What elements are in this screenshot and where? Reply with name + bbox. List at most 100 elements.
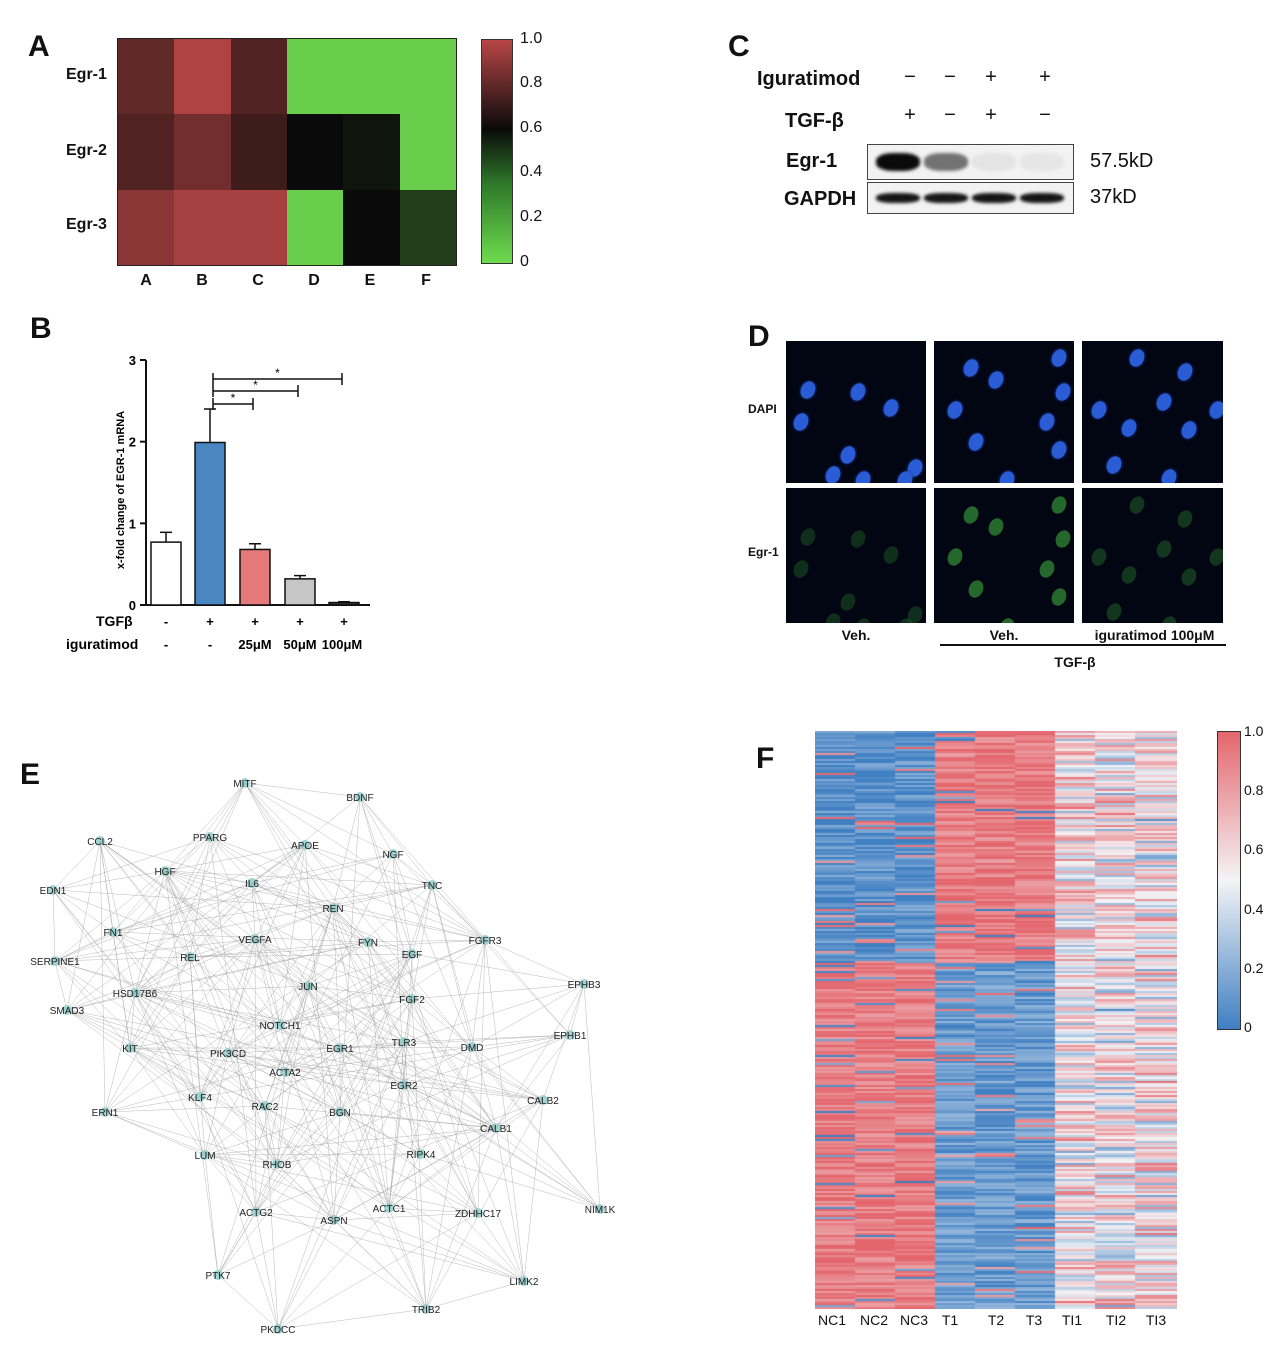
network-edge	[471, 1046, 601, 1210]
network-edge	[54, 960, 68, 1011]
network-edge	[332, 907, 390, 1209]
panel-b-bar-chart: 0 1 2 3 x-fold change of EGR-1 mRNA * * * TGFβ ig…	[66, 353, 370, 652]
network-node-label: RIPK4	[407, 1150, 436, 1161]
network-node	[399, 1037, 409, 1047]
heatmap-f-col-label: TI1	[1061, 1312, 1083, 1328]
y-tick-label: 1	[129, 516, 136, 531]
network-edge	[279, 844, 306, 1026]
network-edge	[367, 941, 413, 955]
network-edge	[251, 882, 256, 940]
network-edge	[129, 1047, 266, 1107]
x-tick-label: 25μM	[238, 637, 271, 652]
network-edge	[217, 1211, 257, 1276]
network-edge	[164, 870, 219, 1276]
network-edge	[112, 882, 253, 933]
network-edge	[431, 884, 473, 1048]
panel-label-a: A	[28, 30, 50, 63]
network-edge	[134, 882, 253, 994]
egr1-image	[786, 488, 926, 623]
network-edge	[54, 956, 191, 962]
nucleus	[1206, 545, 1223, 569]
network-edge	[52, 836, 211, 891]
network-node-label: RAC2	[252, 1102, 279, 1113]
network-edge	[254, 938, 405, 1043]
nucleus	[1153, 537, 1175, 561]
network-edge	[251, 882, 281, 1026]
network-edge	[104, 1111, 278, 1165]
network-edge	[254, 938, 341, 1049]
network-edge	[388, 939, 486, 1209]
nucleus	[996, 615, 1018, 623]
blot-treatment-label: Iguratimod	[757, 68, 861, 90]
heatmap-cell	[174, 39, 232, 115]
egr1-image	[934, 488, 1074, 623]
network-edge	[104, 1111, 525, 1282]
network-edge	[129, 998, 413, 1049]
network-edge	[164, 870, 278, 1165]
network-node	[300, 840, 310, 850]
network-edge	[367, 941, 497, 1129]
nucleus	[960, 503, 982, 527]
network-node-label: PPARG	[193, 833, 227, 844]
network-edge	[199, 985, 309, 1098]
network-edge	[204, 1153, 422, 1156]
network-edge	[307, 884, 433, 987]
network-edge	[189, 953, 413, 958]
network-node	[427, 880, 437, 890]
heatmap-cell	[343, 189, 401, 266]
network-edge	[54, 884, 433, 962]
blot-band	[876, 153, 920, 171]
blot-sign: +	[985, 66, 997, 88]
network-edge	[542, 983, 585, 1101]
blot-size-label: 37kD	[1090, 186, 1137, 208]
network-node-label: FN1	[104, 928, 123, 939]
nucleus	[1036, 557, 1058, 581]
network-edge	[495, 1034, 571, 1129]
network-edge	[254, 938, 341, 1113]
network-edge	[411, 998, 525, 1282]
network-edge	[388, 1207, 479, 1214]
heatmap-cell	[230, 39, 288, 115]
network-edge	[339, 1111, 497, 1129]
nucleus	[1158, 466, 1180, 483]
network-edge	[54, 882, 253, 962]
blot-band	[924, 153, 968, 171]
heatmap-col-label: F	[421, 272, 431, 289]
network-node-label: HSD17B6	[113, 989, 158, 1000]
blot-band	[972, 153, 1016, 171]
nucleus	[1048, 585, 1070, 609]
network-node-label: VEGFA	[238, 935, 272, 946]
network-edge	[307, 985, 405, 1043]
network-edge	[254, 938, 413, 1000]
network-edge	[164, 870, 191, 958]
heatmap-cell	[118, 189, 175, 266]
network-edge	[284, 853, 394, 1073]
network-edge	[134, 836, 211, 994]
network-node-label: LIMK2	[510, 1277, 539, 1288]
network-edge	[276, 1047, 341, 1165]
network-node	[280, 1067, 290, 1077]
heatmap-f-canvas	[815, 731, 1177, 1309]
heatmap-row-label: Egr-1	[66, 66, 107, 83]
panel-e-network: MITF BDNF CCL2 PPARG APOE NGF EDN1 HGF IL6 TNC REN…	[30, 778, 616, 1336]
nucleus	[965, 430, 987, 454]
network-edge	[403, 983, 585, 1043]
network-edge	[569, 983, 585, 1036]
network-node	[213, 1270, 223, 1280]
heatmap-cell	[287, 39, 344, 115]
heatmap-f-col-label: NC3	[899, 1312, 928, 1328]
network-edge	[134, 941, 369, 994]
network-node-label: PIK3CD	[210, 1049, 246, 1060]
network-node	[363, 937, 373, 947]
network-edge	[255, 1099, 544, 1213]
network-node	[205, 832, 215, 842]
nucleus	[797, 378, 819, 402]
network-edge	[199, 844, 306, 1098]
network-edge	[199, 953, 413, 1098]
network-edge	[583, 983, 601, 1210]
colorbar-tick: 1.0	[520, 30, 543, 47]
bar	[150, 541, 182, 606]
network-edge	[189, 939, 486, 958]
network-edge	[217, 1163, 278, 1276]
blot-size-label: 57.5kD	[1090, 150, 1154, 172]
